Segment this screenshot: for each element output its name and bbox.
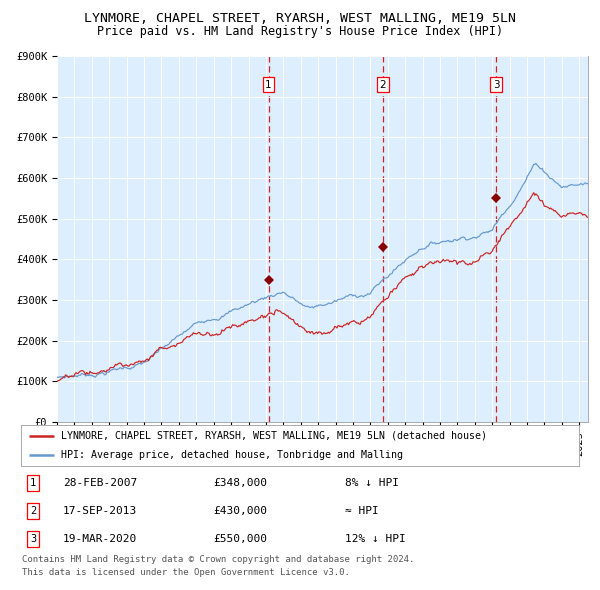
Text: £550,000: £550,000 — [214, 534, 268, 544]
Text: 2: 2 — [30, 506, 37, 516]
Text: 3: 3 — [30, 534, 37, 544]
Text: LYNMORE, CHAPEL STREET, RYARSH, WEST MALLING, ME19 5LN (detached house): LYNMORE, CHAPEL STREET, RYARSH, WEST MAL… — [61, 431, 487, 441]
Text: 1: 1 — [30, 478, 37, 488]
Text: LYNMORE, CHAPEL STREET, RYARSH, WEST MALLING, ME19 5LN: LYNMORE, CHAPEL STREET, RYARSH, WEST MAL… — [84, 12, 516, 25]
Text: 12% ↓ HPI: 12% ↓ HPI — [344, 534, 406, 544]
Text: 19-MAR-2020: 19-MAR-2020 — [63, 534, 137, 544]
Text: 28-FEB-2007: 28-FEB-2007 — [63, 478, 137, 488]
Text: 8% ↓ HPI: 8% ↓ HPI — [344, 478, 398, 488]
Text: 1: 1 — [265, 80, 272, 90]
Text: 17-SEP-2013: 17-SEP-2013 — [63, 506, 137, 516]
Text: £348,000: £348,000 — [214, 478, 268, 488]
Text: £430,000: £430,000 — [214, 506, 268, 516]
Text: Price paid vs. HM Land Registry's House Price Index (HPI): Price paid vs. HM Land Registry's House … — [97, 25, 503, 38]
Text: 3: 3 — [493, 80, 499, 90]
Text: HPI: Average price, detached house, Tonbridge and Malling: HPI: Average price, detached house, Tonb… — [61, 450, 403, 460]
Text: 2: 2 — [380, 80, 386, 90]
Text: This data is licensed under the Open Government Licence v3.0.: This data is licensed under the Open Gov… — [22, 568, 350, 576]
Text: Contains HM Land Registry data © Crown copyright and database right 2024.: Contains HM Land Registry data © Crown c… — [22, 555, 415, 563]
Text: ≈ HPI: ≈ HPI — [344, 506, 379, 516]
